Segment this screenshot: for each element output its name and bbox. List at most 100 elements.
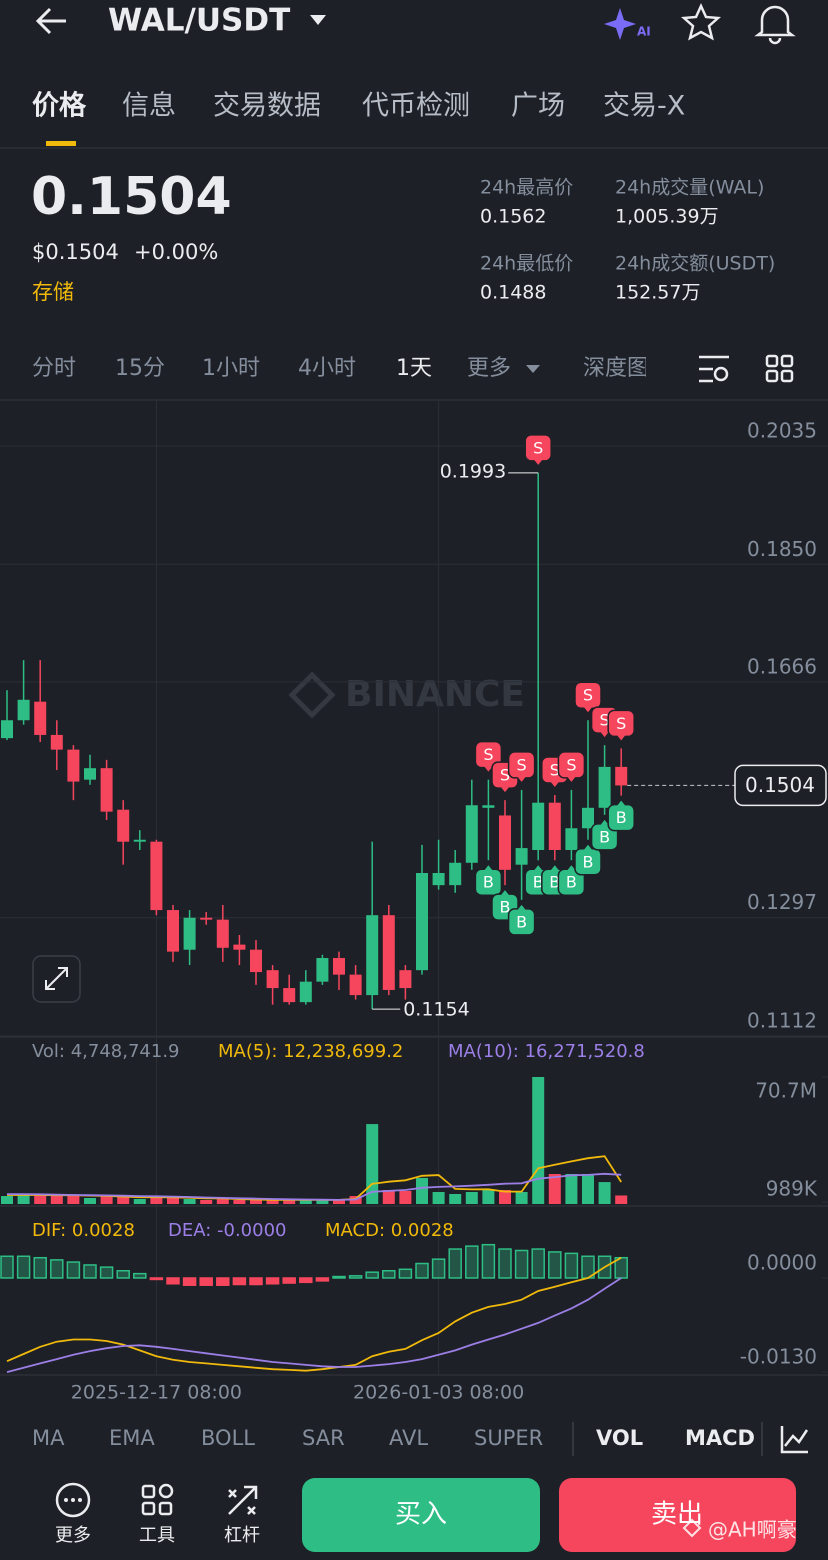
candle-body	[582, 807, 594, 829]
sector-tag[interactable]: 存储	[32, 280, 74, 304]
tab[interactable]: 交易数据	[213, 91, 321, 122]
indicator[interactable]: SAR	[302, 1426, 345, 1450]
candle-body	[499, 815, 511, 870]
stat-label: 24h成交额(USDT)	[615, 253, 775, 275]
trade-marker: B	[574, 844, 602, 876]
indicator-active[interactable]: MACD	[685, 1426, 755, 1450]
ma5-legend: MA(5): 12,238,699.2	[218, 1041, 403, 1062]
volume-bar	[299, 1199, 312, 1204]
interval[interactable]: 更多	[467, 356, 511, 381]
usd-price: $0.1504	[32, 240, 119, 264]
trade-marker-pointer	[600, 819, 609, 825]
svg-text:工具: 工具	[139, 1525, 175, 1546]
indicator-active[interactable]: VOL	[596, 1426, 643, 1450]
tools-action[interactable]: 工具	[139, 1483, 175, 1546]
price-change: +0.00%	[134, 240, 218, 264]
buy-button[interactable]: 买入	[302, 1478, 540, 1552]
x-tick-label: 2025-12-17 08:00	[71, 1382, 242, 1404]
trade-marker-label: S	[600, 711, 610, 730]
macd-bar	[332, 1275, 346, 1279]
volume-bar	[167, 1198, 179, 1204]
trade-marker: S	[474, 740, 503, 772]
margin-action[interactable]: 杠杆	[224, 1485, 260, 1546]
pair-title[interactable]: WAL/USDT	[108, 3, 290, 39]
macd-bar	[514, 1249, 529, 1279]
candle-body	[432, 873, 445, 886]
indicator[interactable]: EMA	[109, 1426, 155, 1450]
y-tick-label: 0.0000	[747, 1250, 817, 1274]
tab[interactable]: 信息	[122, 91, 176, 122]
indicator[interactable]: SUPER	[474, 1426, 543, 1450]
candle-body	[465, 805, 478, 863]
macd-bar	[498, 1248, 512, 1279]
indicator[interactable]: BOLL	[201, 1426, 255, 1450]
trade-marker-label: S	[550, 761, 560, 780]
candle-body	[17, 699, 30, 721]
tab[interactable]: 交易-X	[603, 91, 685, 122]
favorite-button[interactable]	[680, 2, 722, 41]
last-price-label: 0.1504	[745, 773, 815, 797]
more-action[interactable]: 更多	[55, 1482, 91, 1546]
max-label: 0.1993	[440, 460, 506, 482]
macd-bar	[548, 1251, 562, 1279]
trade-marker-label: B	[599, 827, 610, 846]
tab[interactable]: 代币检测	[362, 91, 470, 122]
trade-marker-label: S	[616, 714, 626, 733]
interval[interactable]: 15分	[115, 356, 165, 381]
candle-body	[34, 701, 47, 735]
trade-marker: S	[524, 434, 552, 465]
volume-bar	[582, 1174, 594, 1204]
macd-bar	[50, 1259, 64, 1279]
trade-marker: B	[474, 865, 503, 896]
indicator[interactable]: AVL	[389, 1426, 428, 1450]
expand-button[interactable]	[32, 955, 81, 1003]
more-dropdown[interactable]	[526, 365, 540, 373]
chart-settings[interactable]	[699, 355, 729, 383]
candle-body	[548, 802, 561, 850]
volume-bar	[117, 1196, 130, 1204]
indicator[interactable]: MA	[32, 1426, 65, 1450]
stat-label: 24h最高价	[480, 177, 573, 199]
macd-bar	[33, 1256, 47, 1279]
y-tick-label: 989K	[766, 1177, 818, 1201]
back-button[interactable]	[35, 7, 66, 35]
interval[interactable]: 1小时	[202, 356, 260, 381]
macd-bar	[116, 1269, 130, 1279]
tab-indicator	[46, 141, 76, 146]
trade-marker-label: B	[516, 912, 527, 931]
ma10-line	[7, 1172, 622, 1201]
candle-body	[100, 768, 113, 812]
macd-bar	[216, 1277, 230, 1286]
interval[interactable]: 分时	[32, 356, 76, 381]
candle-body	[250, 949, 262, 973]
pair-dropdown[interactable]	[310, 15, 326, 25]
macd-bar	[265, 1277, 280, 1285]
svg-text:卖出: 卖出	[651, 1500, 703, 1530]
interval[interactable]: 深度图	[583, 356, 649, 381]
macd-bar	[16, 1255, 31, 1279]
alert-button[interactable]	[754, 5, 796, 45]
macd-bar	[199, 1277, 213, 1286]
interval-active[interactable]: 1天	[396, 356, 432, 381]
ai-button[interactable]: AI	[604, 8, 651, 40]
last-price: 0.1504	[31, 167, 232, 227]
sell-button[interactable]: 卖出	[559, 1478, 796, 1552]
candle-body	[565, 828, 578, 850]
trade-marker: S	[574, 681, 602, 713]
layout-button[interactable]	[765, 354, 794, 383]
interval[interactable]: 4小时	[298, 356, 356, 381]
volume-bar	[465, 1192, 478, 1204]
trade-marker-label: B	[483, 873, 494, 892]
candle-body	[416, 873, 428, 971]
tab[interactable]: 价格	[32, 91, 87, 122]
tab[interactable]: 广场	[511, 91, 565, 122]
macd-bar	[282, 1277, 296, 1284]
watermark: BINANCE	[288, 671, 525, 719]
candle-body	[598, 766, 611, 808]
macd-bar	[149, 1277, 164, 1281]
trade-marker-pointer	[584, 707, 592, 713]
candle-body	[615, 766, 628, 786]
indicator-settings[interactable]	[780, 1426, 809, 1454]
macd-bar	[415, 1262, 429, 1279]
